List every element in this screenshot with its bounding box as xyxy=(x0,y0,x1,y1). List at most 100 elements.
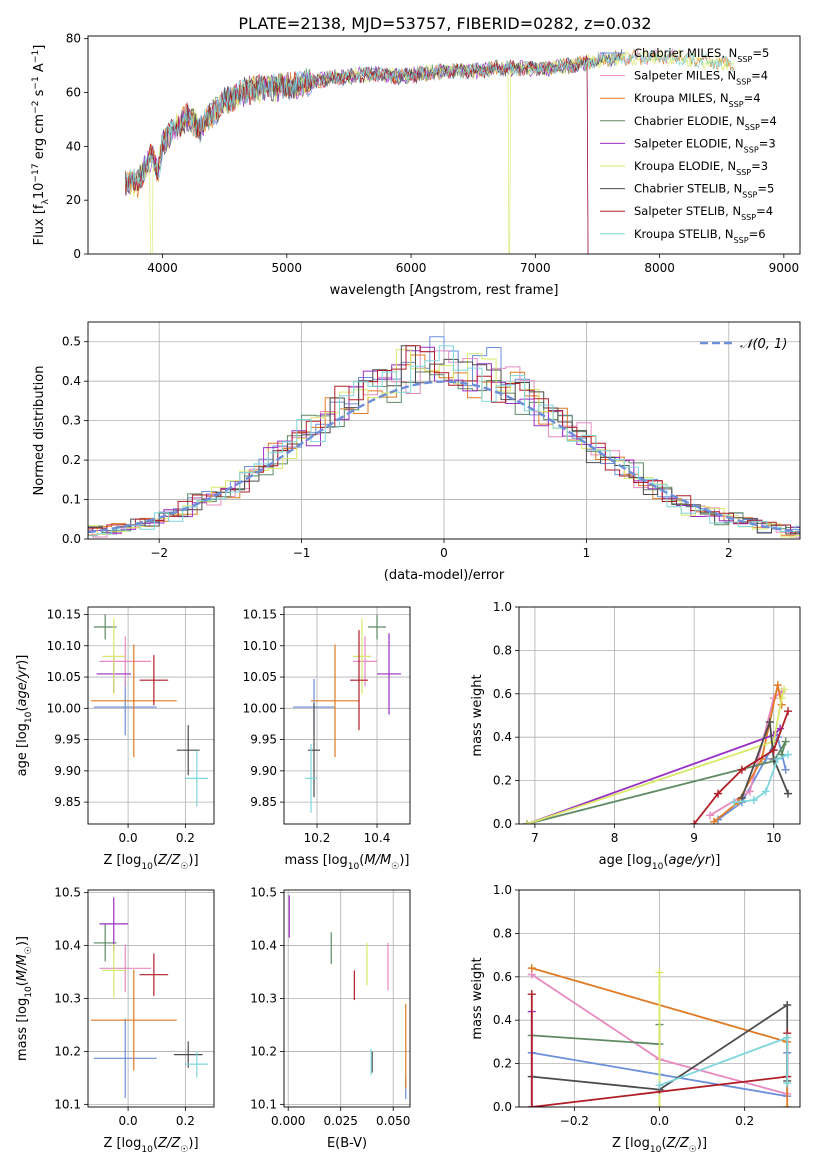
series-marker xyxy=(783,1001,792,1010)
histogram-step xyxy=(88,345,800,537)
x-tick-label: 0.000 xyxy=(271,1114,305,1128)
x-tick-label: −1 xyxy=(293,546,311,560)
series-marker xyxy=(706,811,715,820)
y-tick-label: 0.4 xyxy=(493,1013,512,1027)
y-tick-label: 10.05 xyxy=(47,670,81,684)
histogram-step xyxy=(88,345,800,535)
plot-mass_weight_vs_age xyxy=(522,681,793,824)
errorbar-point xyxy=(102,943,126,997)
legend-entry-part: =4 xyxy=(751,69,768,83)
y-axis-label-part: erg cm xyxy=(32,114,47,163)
y-axis-label-part: Flux [f xyxy=(32,204,47,245)
y-tick-label: 0.2 xyxy=(62,453,81,467)
spectrum-line xyxy=(125,49,735,191)
histogram-step xyxy=(88,345,800,534)
errorbar-point xyxy=(185,1050,209,1078)
x-axis-label-part: 10 xyxy=(141,862,153,872)
series-marker xyxy=(527,964,536,973)
x-tick-label: 0 xyxy=(440,546,448,560)
x-tick-label: 4000 xyxy=(147,261,178,275)
x-axis-label: E(B-V) xyxy=(327,1136,367,1151)
legend-entry-part: SSP xyxy=(741,213,756,222)
x-axis-label-part: Z [log xyxy=(103,1136,141,1151)
series-marker xyxy=(737,765,746,774)
y-tick-label: 9.95 xyxy=(54,733,81,747)
grid-mass_weight_vs_age xyxy=(519,606,800,825)
y-axis-label-part: 10 xyxy=(32,183,47,200)
x-axis-label-part: ☉ xyxy=(391,862,399,872)
y-axis-label-part: λ xyxy=(41,199,51,205)
axes-frame xyxy=(283,889,411,1108)
panel-mass_weight_vs_Z: −0.2 0.0 0.2 0.0 0.2 0.4 0.6 0.8 1.0 Z [log10(Z/Z… xyxy=(470,883,801,1155)
x-axis-label: Z [log10(Z/Z☉)] xyxy=(103,853,198,872)
series-marker xyxy=(714,789,723,798)
x-axis-label-part: Z/Z xyxy=(157,853,181,868)
axes-frame xyxy=(87,606,215,825)
series-marker xyxy=(522,820,531,824)
legend-entry-part: SSP xyxy=(729,100,744,109)
y-axis-label-part: ☉ xyxy=(24,946,34,954)
y-tick-label: 0.2 xyxy=(493,1057,512,1071)
errorbar-point xyxy=(99,897,129,951)
x-axis-label: mass [log10(M/M☉)] xyxy=(285,853,410,872)
legend-entry-part: =3 xyxy=(751,159,768,173)
legend-entry-part: Kroupa STELIB, N xyxy=(634,227,734,241)
y-tick-label: 10.1 xyxy=(54,1097,81,1111)
series-marker xyxy=(777,694,786,703)
y-tick-label: 10.00 xyxy=(243,701,277,715)
legend-entry-part: =5 xyxy=(757,182,774,196)
x-axis-label-part: ( xyxy=(663,853,668,868)
y-tick-label: 10.10 xyxy=(47,639,81,653)
errorbar-point xyxy=(173,1041,203,1068)
legend-entry: Kroupa MILES, NSSP=4 xyxy=(634,91,761,109)
series-marker xyxy=(783,1079,792,1088)
x-tick-label: 10.4 xyxy=(364,831,391,845)
x-axis-label-part: )] xyxy=(710,853,720,868)
y-tick-label: 10.5 xyxy=(54,886,81,900)
x-tick-label: 2 xyxy=(725,546,733,560)
legend-entry-part: SSP xyxy=(744,145,759,154)
panel-residuals: −2 −1 0 1 2 0.0 0.1 0.2 0.3 0.4 0.5 (data-model)/er… xyxy=(32,321,801,583)
y-axis-label-part: −1 xyxy=(31,50,41,63)
series-marker xyxy=(655,1081,664,1090)
grid-mass_vs_EBV xyxy=(284,890,410,1107)
errorbar-point xyxy=(377,633,401,715)
legend-entry-part: Salpeter STELIB, N xyxy=(634,204,741,218)
legend-entry-part: Chabrier STELIB, N xyxy=(634,182,742,196)
axes-age_vs_mass: 10.2 10.4 9.85 9.90 9.95 10.00 10.05 10.10 10.15… xyxy=(243,606,411,872)
y-tick-label: 10.2 xyxy=(250,1044,277,1058)
plot-mass_vs_EBV xyxy=(288,895,407,1100)
y-tick-label: 1.0 xyxy=(493,600,512,614)
plot-spectrum xyxy=(124,47,735,254)
errorbar-point xyxy=(139,655,169,706)
series-marker xyxy=(527,990,536,999)
series-marker xyxy=(710,817,719,824)
x-axis-label: Z [log10(Z/Z☉)] xyxy=(103,1136,198,1155)
y-axis-label-part: −17 xyxy=(31,163,41,182)
errorbar-point xyxy=(311,644,359,758)
x-tick-label: 0.0 xyxy=(119,831,138,845)
y-tick-label: 0.4 xyxy=(62,374,81,388)
errorbar-point xyxy=(139,953,169,996)
errorbar-point xyxy=(308,703,320,798)
y-axis-label-part: −1 xyxy=(31,76,41,89)
x-axis-label-part: ( xyxy=(153,853,158,868)
legend-entry-part: SSP xyxy=(736,77,751,86)
axes-frame xyxy=(518,889,801,1108)
y-axis-label: mass weight xyxy=(470,957,485,1039)
x-axis-label-part: 10 xyxy=(348,862,360,872)
series-line xyxy=(741,721,789,799)
y-tick-label: 9.95 xyxy=(250,733,277,747)
y-axis-label-part: age [log xyxy=(15,723,30,776)
errorbar-point xyxy=(93,678,157,736)
series-marker xyxy=(527,1103,536,1107)
x-tick-label: 0.0 xyxy=(119,1114,138,1128)
y-axis-label-part: A xyxy=(32,63,47,76)
series-marker xyxy=(784,750,793,759)
plot-age_vs_Z xyxy=(90,614,209,807)
series-marker xyxy=(761,787,770,796)
legend-entry-part: SSP xyxy=(745,122,760,131)
axes-mass_vs_Z: 0.0 0.210.110.210.310.410.5Z [log10(Z/Z☉)… xyxy=(15,886,215,1155)
y-tick-label: 9.85 xyxy=(54,795,81,809)
